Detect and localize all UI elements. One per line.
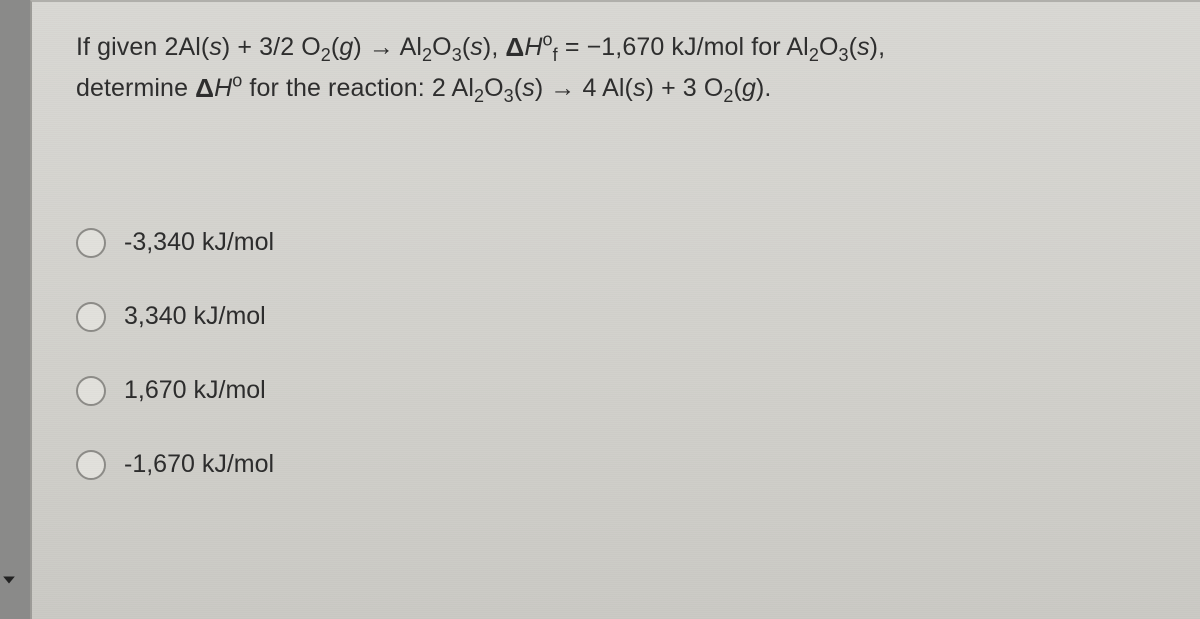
answer-option[interactable]: -3,340 kJ/mol: [76, 228, 1164, 258]
q-sub: 2: [474, 86, 484, 106]
q-text: H: [214, 74, 232, 102]
delta-icon: Δ: [505, 27, 524, 68]
chevron-down-icon[interactable]: [2, 573, 16, 587]
radio-icon[interactable]: [76, 450, 106, 480]
q-sub: 2: [422, 45, 432, 65]
answer-option[interactable]: -1,670 kJ/mol: [76, 450, 1164, 480]
q-text: ) → 4 Al(: [535, 74, 633, 102]
q-text: s: [857, 33, 870, 61]
q-sub: 2: [809, 45, 819, 65]
q-text: s: [633, 74, 646, 102]
q-text: H: [524, 33, 542, 61]
q-sup: o: [543, 30, 553, 50]
q-text: ) + 3 O: [646, 74, 724, 102]
option-label: 3,340 kJ/mol: [124, 302, 266, 331]
radio-icon[interactable]: [76, 302, 106, 332]
option-label: -1,670 kJ/mol: [124, 450, 274, 479]
q-text: = −1,670 kJ/mol for Al: [558, 33, 809, 61]
q-sub: 3: [452, 45, 462, 65]
q-text: s: [522, 74, 535, 102]
q-sub: 2: [321, 45, 331, 65]
q-text: s: [209, 33, 222, 61]
question-panel: If given 2Al(s) + 3/2 O2(g) → Al2O3(s), …: [30, 0, 1200, 619]
q-text: ),: [870, 33, 885, 61]
q-text: (: [734, 74, 742, 102]
q-text: for the reaction: 2 Al: [242, 74, 474, 102]
q-sub: 2: [723, 86, 733, 106]
q-text: determine: [76, 74, 195, 102]
q-text: ) + 3/2 O: [222, 33, 321, 61]
q-text: s: [470, 33, 483, 61]
q-sub: 3: [839, 45, 849, 65]
q-text: If given 2Al(: [76, 33, 209, 61]
q-text: O: [432, 33, 452, 61]
radio-icon[interactable]: [76, 228, 106, 258]
delta-icon: Δ: [195, 68, 214, 109]
q-sup: o: [232, 70, 242, 90]
q-text: ).: [756, 74, 771, 102]
answer-option[interactable]: 3,340 kJ/mol: [76, 302, 1164, 332]
q-text: O: [819, 33, 839, 61]
q-text: O: [484, 74, 504, 102]
option-label: -3,340 kJ/mol: [124, 228, 274, 257]
q-text: ) → Al: [353, 33, 422, 61]
page-outer: If given 2Al(s) + 3/2 O2(g) → Al2O3(s), …: [0, 0, 1200, 619]
q-text: ),: [483, 33, 506, 61]
q-text: g: [742, 74, 756, 102]
answer-option[interactable]: 1,670 kJ/mol: [76, 376, 1164, 406]
options-list: -3,340 kJ/mol 3,340 kJ/mol 1,670 kJ/mol …: [76, 228, 1164, 480]
option-label: 1,670 kJ/mol: [124, 376, 266, 405]
q-text: (: [849, 33, 857, 61]
q-text: g: [339, 33, 353, 61]
q-sub: 3: [504, 86, 514, 106]
question-text: If given 2Al(s) + 3/2 O2(g) → Al2O3(s), …: [76, 26, 1164, 108]
q-text: (: [514, 74, 522, 102]
radio-icon[interactable]: [76, 376, 106, 406]
